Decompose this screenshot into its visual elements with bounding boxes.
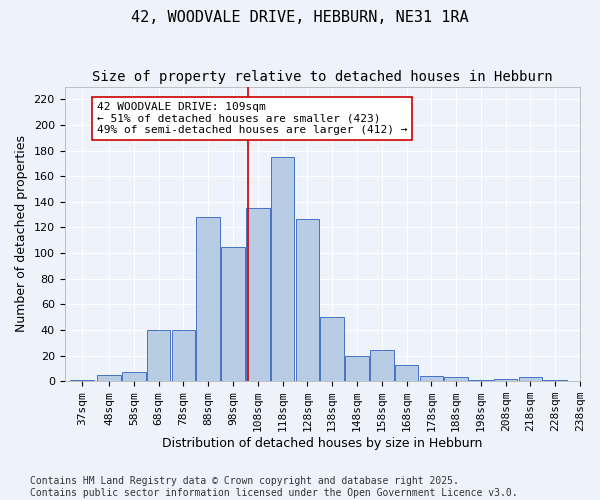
Bar [345, 356, 369, 381]
Bar [445, 378, 468, 381]
Bar [419, 376, 443, 381]
Bar [172, 330, 195, 381]
Title: Size of property relative to detached houses in Hebburn: Size of property relative to detached ho… [92, 70, 553, 84]
Bar [246, 208, 269, 381]
Bar [494, 378, 517, 381]
Bar [122, 372, 146, 381]
Bar [296, 218, 319, 381]
Bar [370, 350, 394, 381]
Bar [518, 378, 542, 381]
Bar [221, 246, 245, 381]
Bar [196, 217, 220, 381]
Text: 42, WOODVALE DRIVE, HEBBURN, NE31 1RA: 42, WOODVALE DRIVE, HEBBURN, NE31 1RA [131, 10, 469, 25]
Bar [395, 364, 418, 381]
Bar [70, 380, 94, 381]
Bar [320, 317, 344, 381]
Bar [271, 157, 295, 381]
Text: 42 WOODVALE DRIVE: 109sqm
← 51% of detached houses are smaller (423)
49% of semi: 42 WOODVALE DRIVE: 109sqm ← 51% of detac… [97, 102, 407, 135]
Bar [469, 380, 493, 381]
Bar [147, 330, 170, 381]
Y-axis label: Number of detached properties: Number of detached properties [15, 136, 28, 332]
Text: Contains HM Land Registry data © Crown copyright and database right 2025.
Contai: Contains HM Land Registry data © Crown c… [30, 476, 518, 498]
X-axis label: Distribution of detached houses by size in Hebburn: Distribution of detached houses by size … [162, 437, 482, 450]
Bar [97, 375, 121, 381]
Bar [544, 380, 567, 381]
